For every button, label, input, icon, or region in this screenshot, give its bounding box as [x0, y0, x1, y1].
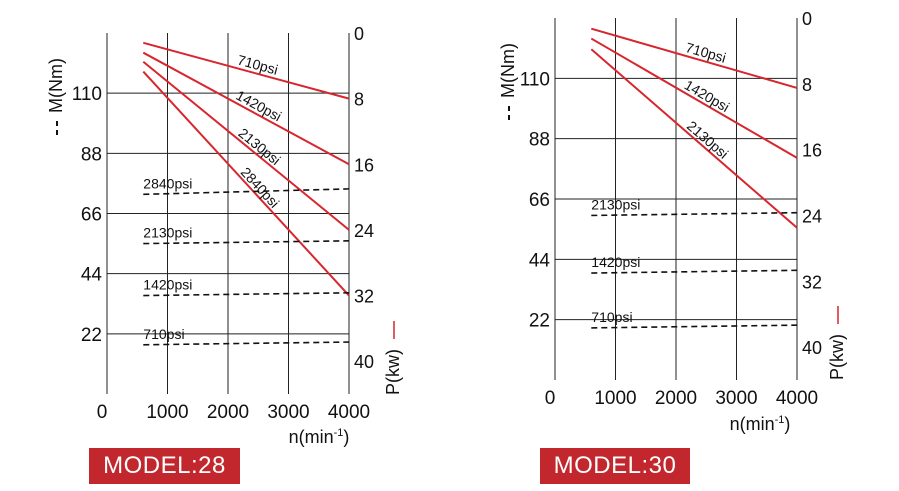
torque-series-label: 1420psi: [143, 277, 192, 293]
x-tick-label: 0: [545, 388, 556, 409]
x-axis-label: n(min-1): [730, 414, 791, 434]
x-tick-label: 3000: [715, 388, 757, 409]
power-series-line: [590, 37, 798, 159]
y-tick-label: 22: [529, 311, 550, 332]
x-tick-label: 2000: [207, 402, 249, 423]
y-tick-label: 110: [72, 84, 102, 105]
chart-model-28: 22 44 66 88 110 0 8 16 24 32 40 0 1000 2000 3000 4000 n(…: [46, 24, 403, 447]
power-series-line: [143, 41, 350, 100]
torque-series-line: [143, 341, 350, 346]
y-tick-label: 110: [520, 69, 550, 90]
y2-tick-label: 24: [802, 206, 822, 226]
power-series-line: [142, 60, 350, 231]
torque-series-line: [591, 324, 798, 329]
power-series-line: [590, 48, 798, 229]
torque-series-label: 710psi: [591, 309, 632, 325]
y2-tick-label: 40: [802, 338, 822, 358]
y-tick-label: 22: [81, 325, 102, 346]
y2-tick-label: 16: [354, 155, 374, 175]
torque-series-label: 1420psi: [591, 254, 640, 270]
torque-series-line: [591, 211, 798, 217]
power-series-label: 2130psi: [236, 125, 284, 168]
torque-series-label: 2130psi: [591, 196, 640, 212]
y-axis-label-group: M(Nm): [46, 58, 66, 135]
y2-tick-label: 8: [354, 90, 364, 110]
y-tick-label: 88: [529, 130, 550, 151]
y-axis-label-group: M(Nm): [498, 43, 518, 120]
y-axis-label: M(Nm): [498, 43, 518, 98]
torque-series-label: 2130psi: [143, 225, 192, 241]
y-tick-label: 88: [81, 144, 102, 165]
y2-tick-label: 8: [802, 75, 812, 95]
y-tick-label: 66: [529, 190, 550, 211]
y2-axis-label-group: P(kw): [827, 306, 847, 380]
power-series-label: 2130psi: [684, 118, 732, 162]
x-tick-label: 4000: [328, 402, 370, 423]
y2-axis-label-group: P(kw): [383, 321, 403, 395]
power-series-line: [591, 27, 798, 89]
x-tick-label: 1000: [594, 388, 636, 409]
y-axis-label: M(Nm): [46, 58, 66, 113]
x-tick-label: 1000: [146, 402, 188, 423]
y-tick-label: 44: [529, 250, 551, 271]
y2-tick-label: 16: [802, 141, 822, 161]
model-30-badge: MODEL:30: [540, 448, 690, 484]
torque-series-label: 2840psi: [143, 175, 192, 191]
torque-series-line: [143, 188, 350, 196]
model-28-badge: MODEL:28: [89, 448, 240, 484]
chart-model-30: 22 44 66 88 110 0 8 16 24 32 40 0 1000 2000 3000 4000 n(…: [498, 9, 847, 434]
power-series-line: [142, 51, 350, 166]
y-tick-label: 44: [81, 265, 103, 286]
x-tick-label: 0: [97, 402, 108, 423]
y2-tick-label: 24: [354, 221, 374, 241]
y2-tick-label: 32: [802, 272, 822, 292]
x-tick-label: 3000: [267, 402, 309, 423]
torque-series-label: 710psi: [143, 326, 184, 342]
y2-tick-label: 0: [354, 24, 364, 44]
torque-series-line: [143, 292, 350, 297]
x-tick-label: 4000: [776, 388, 818, 409]
x-axis-label: n(min-1): [289, 427, 350, 447]
y2-axis-label: P(kw): [827, 334, 847, 380]
y2-tick-label: 40: [354, 352, 374, 372]
power-series-line: [142, 70, 350, 297]
torque-series-line: [143, 240, 350, 245]
torque-series-line: [591, 269, 798, 274]
y-tick-label: 66: [81, 205, 102, 226]
y2-tick-label: 32: [354, 287, 374, 307]
x-tick-label: 2000: [655, 388, 697, 409]
y2-tick-label: 0: [802, 9, 812, 29]
y2-axis-label: P(kw): [383, 349, 403, 395]
